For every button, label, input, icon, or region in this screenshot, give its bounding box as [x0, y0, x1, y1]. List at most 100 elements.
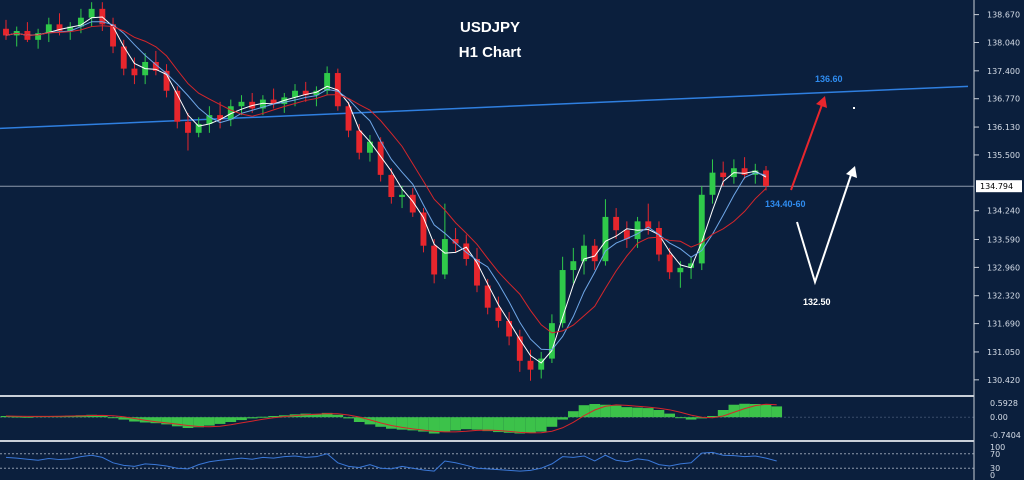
candle-body [377, 141, 384, 175]
candle-body [570, 261, 577, 271]
price-tick-label: 131.050 [987, 348, 1020, 357]
rsi-tick-label: 0 [990, 471, 995, 480]
macd-histogram-bar [150, 417, 162, 424]
macd-histogram-bar [589, 404, 601, 418]
macd-histogram-bar [696, 417, 708, 419]
macd-histogram-bar [118, 417, 130, 420]
price-axis: 138.670 138.040 137.400 136.770 136.130 135.5… [974, 11, 1022, 385]
candle-body [516, 336, 523, 361]
candle-body [506, 320, 513, 337]
macd-histogram-bar [311, 413, 322, 418]
price-tick-label: 130.420 [987, 376, 1020, 385]
chart-title: USDJPY [460, 19, 520, 36]
candle-body [495, 307, 502, 321]
price-tick-label: 131.690 [987, 320, 1020, 329]
candle-body [217, 115, 224, 120]
macd-histogram-bar [771, 406, 783, 418]
price-tick-label: 136.770 [987, 95, 1020, 104]
candle-body [185, 121, 191, 133]
macd-histogram-bar [653, 410, 665, 418]
macd-histogram-bar [96, 415, 108, 418]
candle-body [56, 24, 63, 31]
macd-histogram-bar [171, 417, 183, 427]
macd-histogram-bar [0, 416, 12, 418]
macd-histogram-bar [268, 416, 279, 418]
candle-body [602, 216, 609, 262]
macd-tick-label: 0.5928 [990, 399, 1018, 408]
rsi-line [5, 451, 777, 472]
candle-body [623, 230, 630, 240]
candle-body [709, 172, 716, 195]
price-tick-label: 138.670 [987, 11, 1020, 20]
candle-body [238, 101, 245, 107]
candle-body [110, 24, 116, 47]
marker-dot [853, 107, 855, 109]
macd-histogram-bar [749, 404, 761, 418]
macd-histogram-bar [214, 417, 226, 424]
macd-histogram-bar [514, 417, 526, 434]
macd-tick-label: -0.7404 [990, 431, 1021, 440]
macd-histogram-bar [600, 404, 611, 418]
candle-body [741, 168, 748, 175]
candle-body [388, 174, 395, 197]
macd-histogram-bar [707, 416, 718, 418]
macd-histogram-bar [675, 417, 686, 419]
candle-body [227, 106, 234, 120]
candle-body [548, 323, 555, 359]
macd-histogram-bar [161, 417, 172, 425]
candle-body [431, 245, 438, 275]
candle-body [131, 68, 138, 76]
candle-body [206, 115, 213, 124]
projection-zigzag [796, 171, 853, 286]
macd-histogram-bar [728, 404, 740, 418]
candle-body [120, 46, 127, 69]
macd-histogram-bar [407, 417, 419, 431]
candle-body [409, 194, 416, 213]
macd-histogram-bar [471, 417, 483, 430]
macd-histogram-bar [460, 417, 472, 430]
macd-histogram-bar [493, 417, 504, 433]
annotation-support-zone: 134.40-60 [765, 199, 806, 209]
macd-histogram-bar [182, 417, 194, 428]
candle-body [195, 123, 202, 133]
candle-body [67, 26, 74, 31]
macd-histogram-bar [22, 416, 33, 418]
candle-body [474, 258, 480, 286]
macd-histogram-bar [642, 408, 654, 418]
macd-histogram-bar [300, 413, 312, 418]
macd-histogram-bar [246, 417, 258, 419]
macd-histogram-bar [257, 416, 269, 418]
candle-body [292, 90, 298, 98]
trendline-resistance [0, 85, 969, 130]
candle-body [463, 243, 470, 259]
macd-histogram-bar [332, 414, 344, 418]
macd-histogram-bar [353, 417, 365, 422]
macd-histogram-bar [375, 417, 386, 427]
candle-body [441, 239, 448, 275]
macd-histogram-bar [386, 417, 397, 429]
rsi-tick-label: 70 [990, 450, 1000, 459]
bullish-arrow-line [790, 101, 824, 191]
macd-histogram-bar [364, 417, 376, 425]
macd-histogram-bar [567, 411, 579, 418]
macd-histogram-bar [632, 407, 643, 418]
rsi-tick-label: 30 [990, 464, 1000, 473]
macd-histogram-bar [685, 417, 697, 420]
macd-histogram-bar [621, 407, 633, 418]
chart-subtitle: H1 Chart [459, 44, 522, 61]
macd-signal-line [5, 403, 777, 434]
price-tick-label: 134.240 [987, 207, 1020, 216]
candle-body [452, 239, 459, 244]
moving-average-mid [5, 21, 767, 351]
candle-body [356, 130, 363, 153]
macd-histogram-bar [439, 417, 451, 433]
price-tick-label: 138.040 [987, 38, 1020, 47]
candle-body [538, 358, 545, 370]
candle-body [3, 28, 9, 36]
macd-histogram-bar [418, 417, 429, 432]
candle-body [324, 73, 331, 91]
macd-histogram-bar [428, 417, 440, 434]
